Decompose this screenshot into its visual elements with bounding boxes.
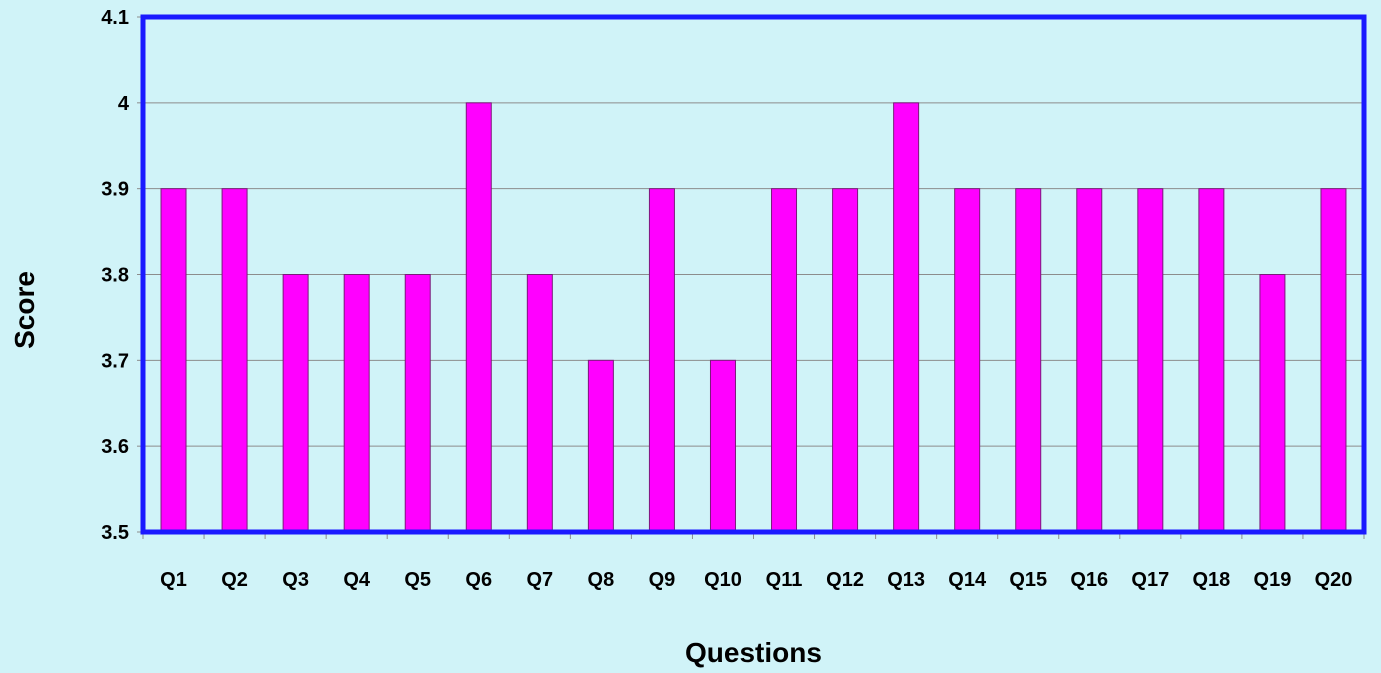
gridlines [143, 16, 1364, 533]
x-tick-label: Q17 [1131, 569, 1169, 591]
bar-q11 [771, 188, 798, 533]
bar-q9 [648, 188, 675, 533]
bar-q5 [404, 274, 431, 533]
bar-q15 [1015, 188, 1042, 533]
y-axis-title: Score [9, 271, 40, 349]
bar-q12 [832, 188, 859, 533]
plot-border [140, 14, 1367, 535]
bar-q19 [1259, 274, 1286, 533]
y-tick-label: 4 [118, 93, 130, 115]
x-tick-label: Q7 [526, 569, 553, 591]
bar-q8 [587, 359, 614, 533]
bar-q7 [526, 274, 553, 533]
bar-q10 [709, 359, 736, 533]
bar-q4 [343, 274, 370, 533]
bar-q16 [1076, 188, 1103, 533]
x-tick-label: Q19 [1254, 569, 1292, 591]
bar-q2 [221, 188, 248, 533]
x-tick-label: Q8 [588, 569, 615, 591]
tick-labels: 3.5 3.6 3.7 3.8 3.9 4 4.1 Q1 Q2 Q3 Q4 Q5 Q6 Q7 Q8 Q9 Q10… [101, 7, 1352, 591]
x-tick-label: Q3 [282, 569, 309, 591]
y-tick-label: 4.1 [101, 7, 129, 29]
x-tick-label: Q1 [160, 569, 187, 591]
bar-q3 [282, 274, 309, 533]
y-tick-label: 3.5 [101, 522, 129, 544]
x-tick-label: Q4 [343, 569, 371, 591]
x-tick-label: Q14 [948, 569, 987, 591]
x-tick-label: Q5 [404, 569, 431, 591]
x-tick-label: Q13 [887, 569, 925, 591]
x-tick-label: Q9 [649, 569, 676, 591]
x-tick-label: Q16 [1070, 569, 1108, 591]
x-tick-label: Q20 [1315, 569, 1353, 591]
axes [137, 14, 1367, 539]
bar-q1 [160, 188, 187, 533]
x-tick-label: Q10 [704, 569, 742, 591]
y-tick-label: 3.8 [101, 265, 129, 287]
x-tick-label: Q2 [221, 569, 248, 591]
x-tick-label: Q15 [1009, 569, 1047, 591]
x-tick-label: Q12 [826, 569, 864, 591]
y-tick-label: 3.9 [101, 179, 129, 201]
bar-q6 [465, 102, 492, 533]
bar-q13 [893, 102, 920, 533]
x-tick-label: Q11 [766, 569, 803, 591]
bar-q20 [1320, 188, 1347, 533]
x-tick-label: Q18 [1192, 569, 1230, 591]
bar-q17 [1137, 188, 1164, 533]
bar-q18 [1198, 188, 1225, 533]
x-axis-title: Questions [685, 637, 822, 668]
x-tick-label: Q6 [465, 569, 492, 591]
y-tick-label: 3.6 [101, 436, 129, 458]
bar-q14 [954, 188, 981, 533]
y-tick-label: 3.7 [101, 350, 129, 372]
